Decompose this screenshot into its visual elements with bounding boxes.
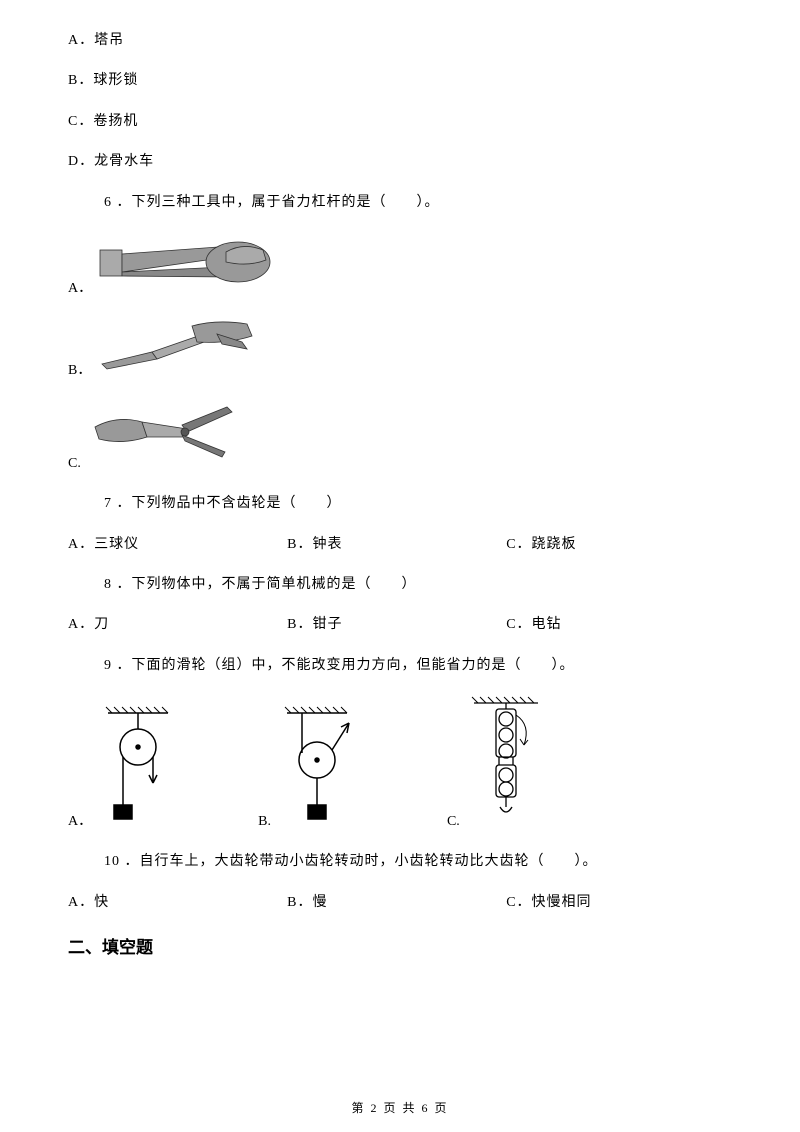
q10-option-b: B．慢 xyxy=(287,892,506,914)
tool-image-b xyxy=(97,314,267,382)
q6-option-a: A． xyxy=(68,232,732,300)
pulley-image-b xyxy=(277,705,367,833)
q9-option-c: C. xyxy=(447,695,546,833)
q10-text: 10 ．自行车上，大齿轮带动小齿轮转动时，小齿轮转动比大齿轮（ ）。 xyxy=(104,851,732,873)
q5-option-b: B．球形锁 xyxy=(68,70,732,92)
q8-option-c: C．电钻 xyxy=(506,614,725,636)
section-2-title: 二、填空题 xyxy=(68,934,732,961)
q6-option-b: B． xyxy=(68,314,732,382)
q10-option-c: C．快慢相同 xyxy=(506,892,725,914)
q7-option-c: C．跷跷板 xyxy=(506,534,725,556)
q8-options: A．刀 B．钳子 C．电钻 xyxy=(68,614,732,636)
q8-option-b: B．钳子 xyxy=(287,614,506,636)
q9-options: A． B. xyxy=(68,695,732,833)
q5-option-c: C．卷扬机 xyxy=(68,111,732,133)
q7-text: 7 ．下列物品中不含齿轮是（ ） xyxy=(104,493,732,515)
q8-text: 8 ．下列物体中，不属于简单机械的是（ ） xyxy=(104,574,732,596)
q7-option-b: B．钟表 xyxy=(287,534,506,556)
q5-option-a: A．塔吊 xyxy=(68,30,732,52)
tool-image-a xyxy=(98,232,278,300)
q7-option-a: A．三球仪 xyxy=(68,534,287,556)
q6-text: 6 ．下列三种工具中，属于省力杠杆的是（ ）。 xyxy=(104,192,732,214)
q9-text: 9 ．下面的滑轮（组）中，不能改变用力方向，但能省力的是（ ）。 xyxy=(104,655,732,677)
tool-image-c xyxy=(87,397,247,475)
pulley-image-c xyxy=(466,695,546,833)
q8-option-a: A．刀 xyxy=(68,614,287,636)
q10-options: A．快 B．慢 C．快慢相同 xyxy=(68,892,732,914)
q9-option-b: B. xyxy=(258,705,367,833)
pulley-image-a xyxy=(98,705,178,833)
q5-option-d: D．龙骨水车 xyxy=(68,151,732,173)
q9-option-a: A． xyxy=(68,705,178,833)
page-footer: 第 2 页 共 6 页 xyxy=(0,1099,800,1118)
q10-option-a: A．快 xyxy=(68,892,287,914)
q7-options: A．三球仪 B．钟表 C．跷跷板 xyxy=(68,534,732,556)
q6-option-c: C. xyxy=(68,397,732,475)
